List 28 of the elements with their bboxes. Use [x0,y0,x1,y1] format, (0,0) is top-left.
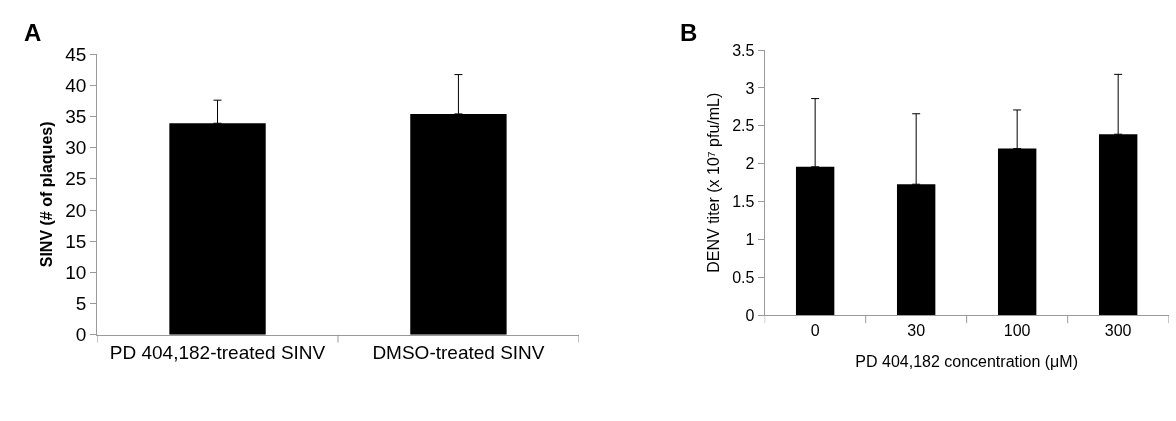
y-tick-label: 1.5 [732,193,755,211]
y-tick-label: 1 [745,231,755,249]
x-axis-title: PD 404,182 concentration (μM) [855,353,1078,371]
y-tick-label: 0 [745,306,755,324]
y-axis-title: SINV (# of plaques) [38,121,56,268]
chart-title: B [680,19,698,46]
x-tick-label: PD 404,182-treated SINV [109,341,326,363]
y-tick-label: 20 [65,199,87,221]
x-tick-label: DMSO-treated SINV [372,341,545,363]
y-tick-label: 10 [65,262,87,284]
x-tick-label: 30 [907,321,926,339]
y-tick-label: 5 [75,293,87,315]
y-tick-label: 30 [65,137,87,159]
chart-title: A [24,19,42,46]
y-tick-label: 35 [65,106,87,128]
y-axis-title: DENV titer (x 10⁷ pfu/mL) [705,92,723,273]
y-tick-label: 2 [745,155,755,173]
y-tick-label: 3.5 [732,41,755,59]
x-tick-label: 100 [1003,321,1031,339]
y-tick-label: 2.5 [732,117,755,135]
y-tick-label: 40 [65,74,87,96]
y-tick-label: 15 [65,230,87,252]
y-tick-label: 45 [65,43,87,65]
y-tick-label: 3 [745,79,755,97]
x-tick-label: 300 [1104,321,1132,339]
x-tick-label: 0 [810,321,820,339]
y-tick-label: 25 [65,168,87,190]
y-tick-label: 0.5 [732,269,755,287]
